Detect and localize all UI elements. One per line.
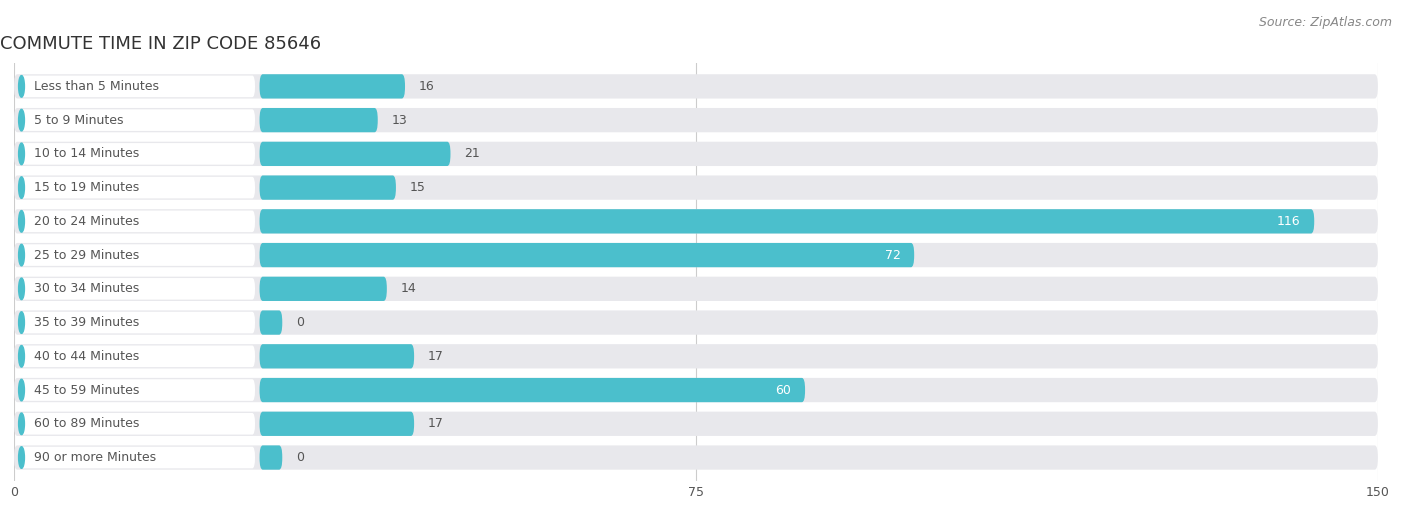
Circle shape xyxy=(18,177,24,198)
Text: 116: 116 xyxy=(1277,215,1301,228)
FancyBboxPatch shape xyxy=(14,108,1378,132)
Text: 21: 21 xyxy=(464,147,479,161)
FancyBboxPatch shape xyxy=(18,278,254,300)
FancyBboxPatch shape xyxy=(260,142,450,166)
Text: 17: 17 xyxy=(427,350,444,363)
Text: 0: 0 xyxy=(295,316,304,329)
FancyBboxPatch shape xyxy=(14,344,1378,369)
FancyBboxPatch shape xyxy=(260,311,283,335)
FancyBboxPatch shape xyxy=(14,378,1378,402)
FancyBboxPatch shape xyxy=(18,346,254,367)
Text: Less than 5 Minutes: Less than 5 Minutes xyxy=(34,80,159,93)
Text: 60 to 89 Minutes: 60 to 89 Minutes xyxy=(34,417,139,430)
FancyBboxPatch shape xyxy=(260,378,806,402)
FancyBboxPatch shape xyxy=(18,109,254,131)
FancyBboxPatch shape xyxy=(18,143,254,165)
FancyBboxPatch shape xyxy=(14,175,1378,200)
FancyBboxPatch shape xyxy=(18,76,254,97)
Circle shape xyxy=(18,211,24,232)
Text: 20 to 24 Minutes: 20 to 24 Minutes xyxy=(34,215,139,228)
FancyBboxPatch shape xyxy=(260,412,415,436)
Circle shape xyxy=(18,278,24,300)
Text: Source: ZipAtlas.com: Source: ZipAtlas.com xyxy=(1258,16,1392,29)
Circle shape xyxy=(18,346,24,367)
Circle shape xyxy=(18,244,24,266)
FancyBboxPatch shape xyxy=(14,243,1378,267)
FancyBboxPatch shape xyxy=(18,379,254,401)
Text: 5 to 9 Minutes: 5 to 9 Minutes xyxy=(34,113,122,127)
FancyBboxPatch shape xyxy=(260,344,415,369)
Text: 30 to 34 Minutes: 30 to 34 Minutes xyxy=(34,282,139,295)
Circle shape xyxy=(18,143,24,165)
FancyBboxPatch shape xyxy=(260,446,283,470)
FancyBboxPatch shape xyxy=(18,447,254,468)
Circle shape xyxy=(18,109,24,131)
FancyBboxPatch shape xyxy=(14,277,1378,301)
Text: 0: 0 xyxy=(295,451,304,464)
FancyBboxPatch shape xyxy=(18,413,254,435)
FancyBboxPatch shape xyxy=(18,177,254,198)
FancyBboxPatch shape xyxy=(260,74,405,98)
Circle shape xyxy=(18,76,24,97)
Text: 60: 60 xyxy=(776,383,792,396)
Text: 45 to 59 Minutes: 45 to 59 Minutes xyxy=(34,383,139,396)
Text: COMMUTE TIME IN ZIP CODE 85646: COMMUTE TIME IN ZIP CODE 85646 xyxy=(0,35,322,53)
Text: 17: 17 xyxy=(427,417,444,430)
Text: 25 to 29 Minutes: 25 to 29 Minutes xyxy=(34,248,139,262)
Text: 90 or more Minutes: 90 or more Minutes xyxy=(34,451,156,464)
Text: 16: 16 xyxy=(419,80,434,93)
Text: 13: 13 xyxy=(391,113,408,127)
Text: 72: 72 xyxy=(884,248,900,262)
Circle shape xyxy=(18,447,24,468)
FancyBboxPatch shape xyxy=(14,311,1378,335)
Circle shape xyxy=(18,312,24,333)
FancyBboxPatch shape xyxy=(14,412,1378,436)
Text: 35 to 39 Minutes: 35 to 39 Minutes xyxy=(34,316,139,329)
FancyBboxPatch shape xyxy=(18,312,254,333)
FancyBboxPatch shape xyxy=(14,74,1378,98)
FancyBboxPatch shape xyxy=(18,244,254,266)
FancyBboxPatch shape xyxy=(18,211,254,232)
FancyBboxPatch shape xyxy=(260,108,378,132)
Text: 10 to 14 Minutes: 10 to 14 Minutes xyxy=(34,147,139,161)
Text: 40 to 44 Minutes: 40 to 44 Minutes xyxy=(34,350,139,363)
FancyBboxPatch shape xyxy=(14,209,1378,233)
Circle shape xyxy=(18,413,24,435)
FancyBboxPatch shape xyxy=(260,209,1315,233)
Text: 15: 15 xyxy=(409,181,426,194)
FancyBboxPatch shape xyxy=(14,142,1378,166)
FancyBboxPatch shape xyxy=(260,277,387,301)
FancyBboxPatch shape xyxy=(260,175,396,200)
FancyBboxPatch shape xyxy=(14,446,1378,470)
FancyBboxPatch shape xyxy=(260,243,914,267)
Text: 15 to 19 Minutes: 15 to 19 Minutes xyxy=(34,181,139,194)
Text: 14: 14 xyxy=(401,282,416,295)
Circle shape xyxy=(18,379,24,401)
